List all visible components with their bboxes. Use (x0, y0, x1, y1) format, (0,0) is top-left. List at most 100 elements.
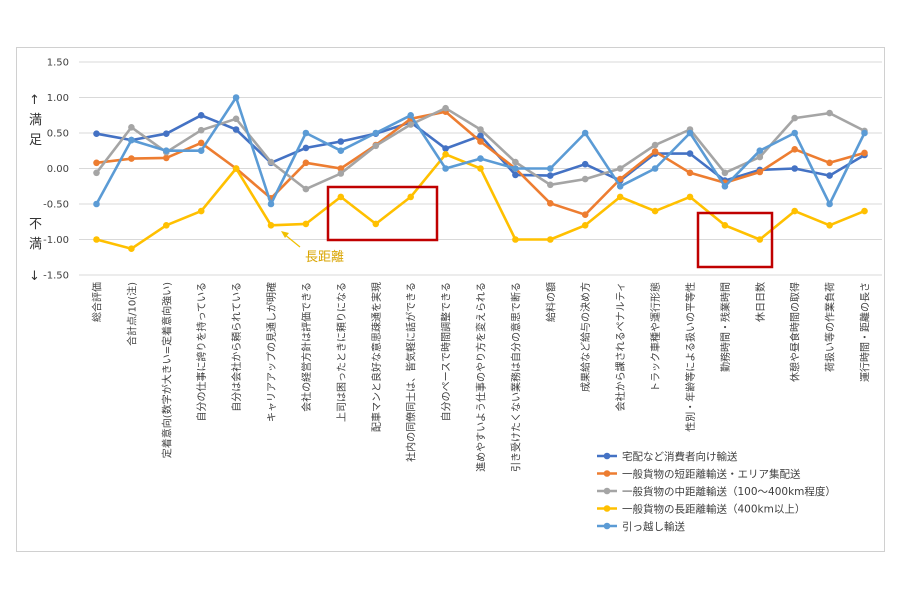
series-2-point (337, 165, 345, 172)
series-5-point (442, 165, 449, 172)
dissatisfied-char-1: 不 (29, 217, 42, 232)
y-tick-label: 1.50 (47, 58, 69, 69)
series-5-point (721, 183, 729, 190)
series-5-point (651, 165, 659, 172)
series-2-point (477, 138, 484, 145)
category-label: 合計点/10(注) (125, 282, 138, 346)
series-2-point (686, 169, 694, 177)
series-2-point (581, 211, 589, 218)
series-3-point (512, 158, 519, 166)
category-label: 荷扱い等の作業負荷 (824, 282, 837, 372)
line-chart: 1.50 1.00 0.50 0.00 -0.50 -1.00 -1.50 ↑ 満 足 不 … (29, 58, 882, 533)
series-2-point (651, 148, 659, 155)
series-4-point (616, 193, 624, 201)
series-4-point (826, 222, 833, 229)
series-3-point (302, 185, 310, 193)
series-4-point (197, 207, 205, 215)
series-2 (93, 108, 868, 218)
series-5-point (128, 136, 135, 144)
legend-swatch-marker (603, 452, 611, 460)
series-4-point (791, 207, 798, 215)
y-axis-ticks: 1.50 1.00 0.50 0.00 -0.50 -1.00 -1.50 (43, 58, 69, 282)
series-4-point (477, 165, 484, 172)
series-4-point (442, 151, 449, 158)
legend-item-1: 宅配など消費者向け輸送 (597, 450, 738, 463)
series-2-point (128, 155, 135, 162)
bottom-arrow-label: ↓ (29, 269, 40, 284)
series-4-point (128, 245, 135, 252)
series-3-point (407, 121, 415, 128)
series-5-point (93, 200, 100, 208)
category-label: 休日日数 (754, 282, 767, 322)
series-4-point (756, 236, 764, 243)
legend-item-3: 一般貨物の中距離輸送（100〜400km程度） (597, 485, 836, 498)
series-5-point (407, 112, 415, 119)
series-3-point (337, 170, 345, 177)
series-1-point (93, 130, 100, 137)
category-label: 成果給など給与の決め方 (579, 282, 592, 392)
series-3-point (442, 104, 449, 112)
series-5-point (163, 147, 170, 154)
series-5-point (477, 155, 484, 162)
series-3-point (721, 169, 729, 177)
y-tick-label: 0.00 (47, 164, 69, 175)
category-label: 上司は困ったときに頼りになる (336, 282, 348, 422)
series-5-point (616, 183, 624, 190)
y-tick-label: 1.00 (47, 93, 69, 104)
series-3-point (477, 126, 484, 133)
series-2-point (756, 168, 764, 176)
annotation: 長距離 (281, 231, 344, 265)
category-label: 自分の仕事に誇りを持っている (195, 282, 208, 422)
series-4-point (861, 207, 868, 215)
series-2-point (791, 146, 798, 153)
annotation-arrowhead (281, 231, 289, 238)
series-3-point (128, 124, 135, 131)
series-5-point (581, 129, 589, 137)
series-5-point (547, 165, 554, 172)
series-4-point (651, 207, 659, 215)
series-5-point (232, 94, 240, 101)
series-1-point (791, 165, 798, 172)
series-4-point (721, 222, 729, 229)
legend-item-4: 一般貨物の長距離輸送（400km以上） (597, 503, 805, 516)
series-2-point (826, 159, 833, 167)
series-1-point (197, 112, 205, 119)
category-label: 引き受けたくない業務は自分の意思で断る (509, 282, 522, 472)
series-4-point (337, 193, 345, 201)
dissatisfied-char-2: 満 (29, 237, 42, 252)
series-2-point (547, 200, 554, 207)
series-3-point (197, 126, 205, 134)
series-4-point (686, 193, 694, 201)
series-2-point (616, 175, 624, 183)
category-label: 勤務時間・残業時間 (719, 282, 732, 372)
annotation-leader-line (283, 233, 301, 248)
series-4-point (547, 236, 554, 243)
series-3-point (372, 142, 380, 150)
series-4-point (512, 236, 519, 243)
series-4-point (581, 222, 589, 229)
series-4-point (302, 220, 310, 228)
category-label: トラック車種や運行形態 (649, 282, 662, 392)
series-5-point (512, 165, 519, 172)
series-4-point (267, 222, 275, 229)
legend-swatch-marker (603, 470, 611, 477)
legend-label: 宅配など消費者向け輸送 (622, 450, 738, 463)
series-5-point (756, 147, 764, 154)
series-5-point (372, 129, 380, 137)
series-5-point (791, 129, 798, 137)
series-3-point (616, 165, 624, 172)
category-label: 自分のペースで時間調整できる (440, 282, 453, 421)
series-3-point (581, 175, 589, 183)
series-2-point (163, 154, 170, 162)
top-arrow-label: ↑ (29, 93, 40, 108)
series-5 (93, 94, 868, 208)
series-2-point (861, 149, 868, 157)
series-1-point (686, 150, 694, 157)
series-5-point (686, 129, 694, 137)
series-1-point (826, 172, 833, 179)
category-labels: 総合評価 合計点/10(注) 定着意向(数字が大きい=定着意向強い) 自分の仕事に誇り… (91, 282, 872, 472)
series-5-point (267, 200, 275, 208)
legend-swatch-marker (603, 505, 611, 512)
series-2-point (93, 159, 100, 167)
legend-label: 一般貨物の中距離輸送（100〜400km程度） (622, 485, 836, 498)
